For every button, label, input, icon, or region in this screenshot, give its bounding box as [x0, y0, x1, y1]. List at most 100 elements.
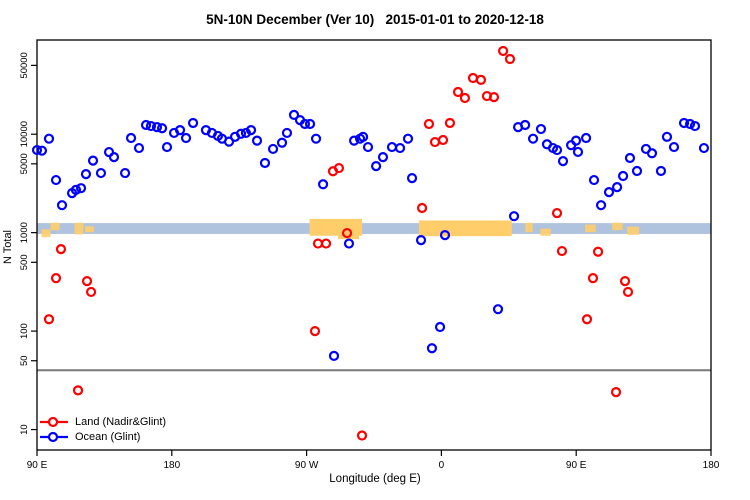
data-point-land	[551, 207, 563, 219]
orange-segment	[525, 222, 533, 233]
data-point-ocean	[299, 118, 311, 130]
data-point-ocean	[87, 155, 99, 166]
x-tick-label: 0	[439, 460, 445, 471]
data-point-land	[488, 92, 500, 103]
data-point-land	[498, 45, 509, 57]
x-tick-label: 90 E	[566, 460, 587, 471]
data-point-land	[320, 238, 332, 249]
y-tick-label: 10000	[19, 121, 30, 147]
data-point-ocean	[80, 169, 92, 180]
data-point-land	[81, 276, 93, 287]
ocean-series-marker-icon	[40, 431, 68, 442]
data-point-land	[356, 430, 368, 441]
data-point-land	[423, 118, 435, 130]
data-point-land	[592, 246, 604, 257]
data-point-ocean	[689, 120, 701, 132]
data-point-ocean	[310, 133, 322, 144]
data-point-ocean	[572, 146, 584, 158]
data-point-ocean	[527, 133, 539, 144]
data-point-ocean	[161, 141, 173, 153]
data-point-land	[467, 72, 479, 84]
orange-segment	[627, 226, 640, 235]
data-point-ocean	[402, 133, 414, 144]
data-point-ocean	[406, 173, 418, 184]
legend: Land (Nadir&Glint) Ocean (Glint)	[40, 414, 166, 444]
data-point-land	[312, 238, 324, 249]
x-tick-label: 180	[163, 460, 180, 471]
data-point-ocean	[557, 155, 569, 167]
data-point-ocean	[426, 343, 438, 354]
data-point-ocean	[492, 304, 504, 315]
data-point-ocean	[595, 200, 607, 211]
data-point-land	[85, 286, 97, 298]
data-point-ocean	[684, 118, 696, 130]
plot-box	[36, 39, 712, 451]
legend-label-land: Land (Nadir&Glint)	[75, 415, 167, 428]
data-point-ocean	[551, 144, 563, 156]
x-tick-label: 90 E	[27, 460, 48, 471]
data-point-ocean	[624, 152, 636, 164]
data-point-land	[459, 92, 471, 104]
data-point-ocean	[520, 119, 531, 131]
data-point-land	[72, 385, 84, 396]
data-point-ocean	[70, 184, 82, 195]
data-point-land	[619, 276, 631, 287]
data-point-ocean	[108, 152, 120, 163]
data-point-ocean	[251, 135, 263, 146]
data-point-ocean	[439, 230, 451, 241]
data-point-land	[504, 53, 516, 65]
data-point-ocean	[151, 122, 163, 133]
data-point-land	[341, 227, 353, 239]
data-point-ocean	[661, 131, 673, 142]
data-point-ocean	[304, 118, 316, 130]
data-point-ocean	[668, 141, 680, 153]
data-point-land	[622, 286, 634, 298]
data-point-ocean	[223, 136, 235, 147]
y-tick-label: 1000	[19, 222, 30, 243]
data-point-ocean	[588, 174, 600, 186]
data-point-ocean	[156, 123, 168, 134]
data-point-ocean	[281, 127, 293, 139]
orange-segment	[612, 222, 623, 231]
y-tick-label: 10	[19, 424, 30, 435]
orange-segment	[41, 229, 51, 238]
data-point-land	[333, 162, 345, 174]
y-tick-label: 5000	[19, 153, 30, 174]
data-point-ocean	[174, 125, 186, 136]
x-axis-label: Longitude (deg E)	[329, 473, 421, 485]
data-point-ocean	[386, 141, 398, 153]
legend-label-ocean: Ocean (Glint)	[75, 430, 141, 443]
x-tick-label: 90 W	[295, 460, 319, 471]
data-point-land	[437, 134, 449, 146]
data-point-ocean	[348, 135, 360, 146]
data-point-land	[416, 202, 428, 214]
data-point-ocean	[362, 141, 374, 153]
data-point-land	[581, 314, 593, 325]
data-point-ocean	[133, 142, 145, 154]
data-point-ocean	[288, 109, 300, 121]
data-point-ocean	[317, 179, 329, 190]
orange-segment	[540, 228, 551, 236]
y-tick-label: 50000	[19, 52, 30, 78]
x-tick-label: 180	[703, 460, 720, 471]
data-point-ocean	[617, 170, 629, 182]
data-point-ocean	[187, 117, 199, 129]
y-tick-label: 500	[19, 254, 30, 270]
data-point-ocean	[580, 132, 592, 144]
data-point-ocean	[535, 123, 547, 135]
data-point-ocean	[180, 132, 192, 144]
data-point-land	[309, 326, 321, 337]
orange-segment	[418, 220, 512, 237]
data-point-ocean	[357, 131, 369, 142]
data-point-ocean	[125, 132, 137, 144]
data-point-ocean	[678, 117, 690, 129]
data-point-land	[610, 387, 622, 398]
data-point-ocean	[235, 128, 247, 139]
orange-segment	[309, 218, 363, 236]
data-point-ocean	[631, 165, 643, 177]
data-point-ocean	[698, 142, 710, 154]
data-point-ocean	[434, 321, 446, 333]
data-point-ocean	[394, 142, 406, 154]
